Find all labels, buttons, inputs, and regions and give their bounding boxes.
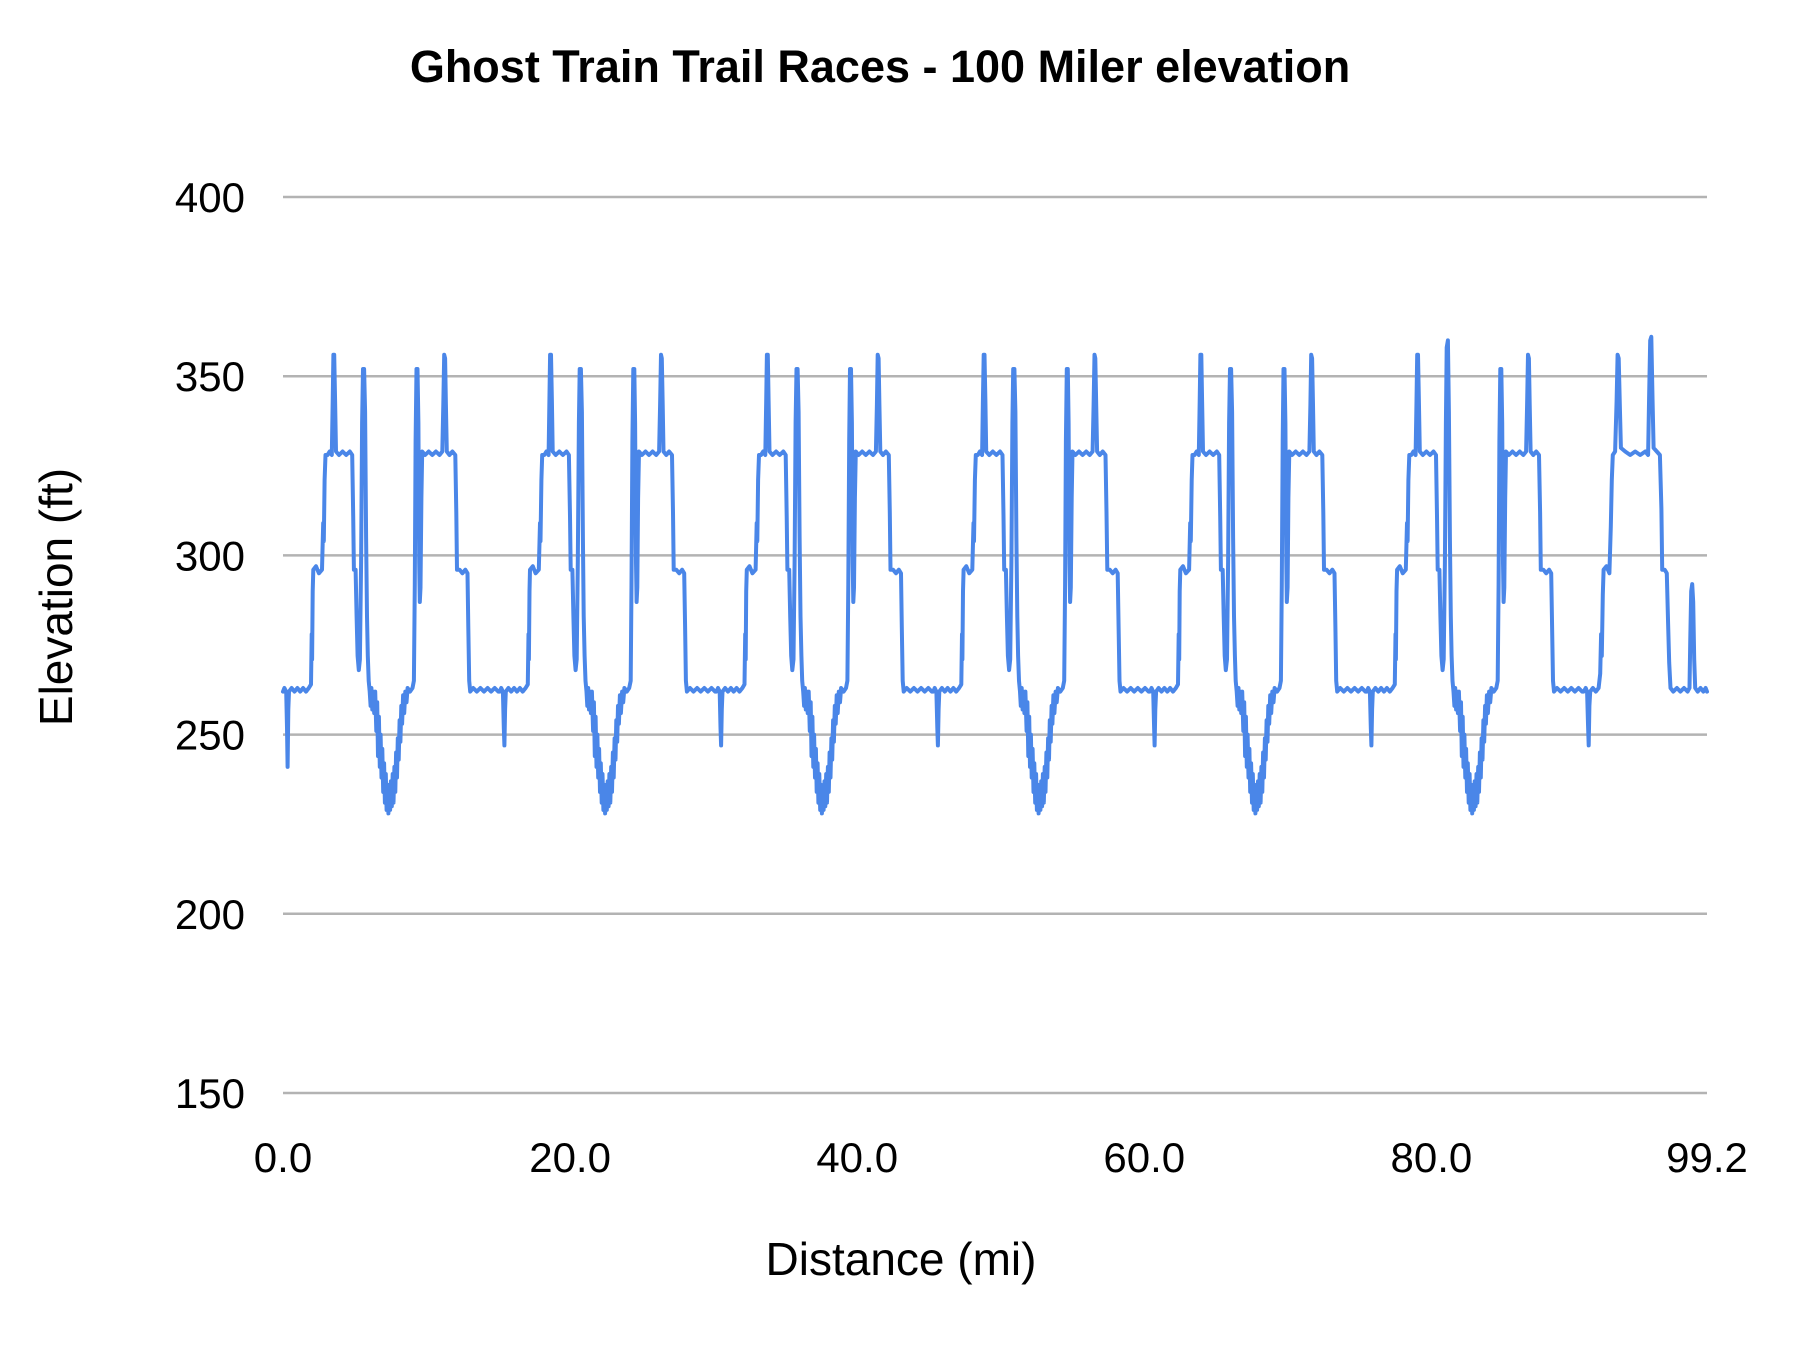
x-axis-tick-labels: 0.0 20.0 40.0 60.0 80.0 99.2 <box>254 1134 1748 1181</box>
y-tick-label: 400 <box>175 174 245 221</box>
x-tick-label: 20.0 <box>529 1134 611 1181</box>
series <box>281 334 1709 816</box>
x-tick-label: 99.2 <box>1666 1134 1748 1181</box>
y-axis-title: Elevation (ft) <box>30 468 82 726</box>
y-axis-tick-labels: 150 200 250 300 350 400 <box>175 174 245 1117</box>
y-tick-label: 200 <box>175 891 245 938</box>
elevation-line <box>281 334 1709 816</box>
y-tick-label: 150 <box>175 1070 245 1117</box>
y-tick-label: 300 <box>175 532 245 579</box>
x-tick-label: 0.0 <box>254 1134 312 1181</box>
x-tick-label: 80.0 <box>1391 1134 1473 1181</box>
chart-title: Ghost Train Trail Races - 100 Miler elev… <box>410 41 1350 92</box>
x-axis-title: Distance (mi) <box>766 1233 1037 1285</box>
x-tick-label: 60.0 <box>1103 1134 1185 1181</box>
gridlines <box>283 195 1707 1095</box>
y-tick-label: 250 <box>175 712 245 759</box>
y-tick-label: 350 <box>175 353 245 400</box>
x-tick-label: 40.0 <box>816 1134 898 1181</box>
